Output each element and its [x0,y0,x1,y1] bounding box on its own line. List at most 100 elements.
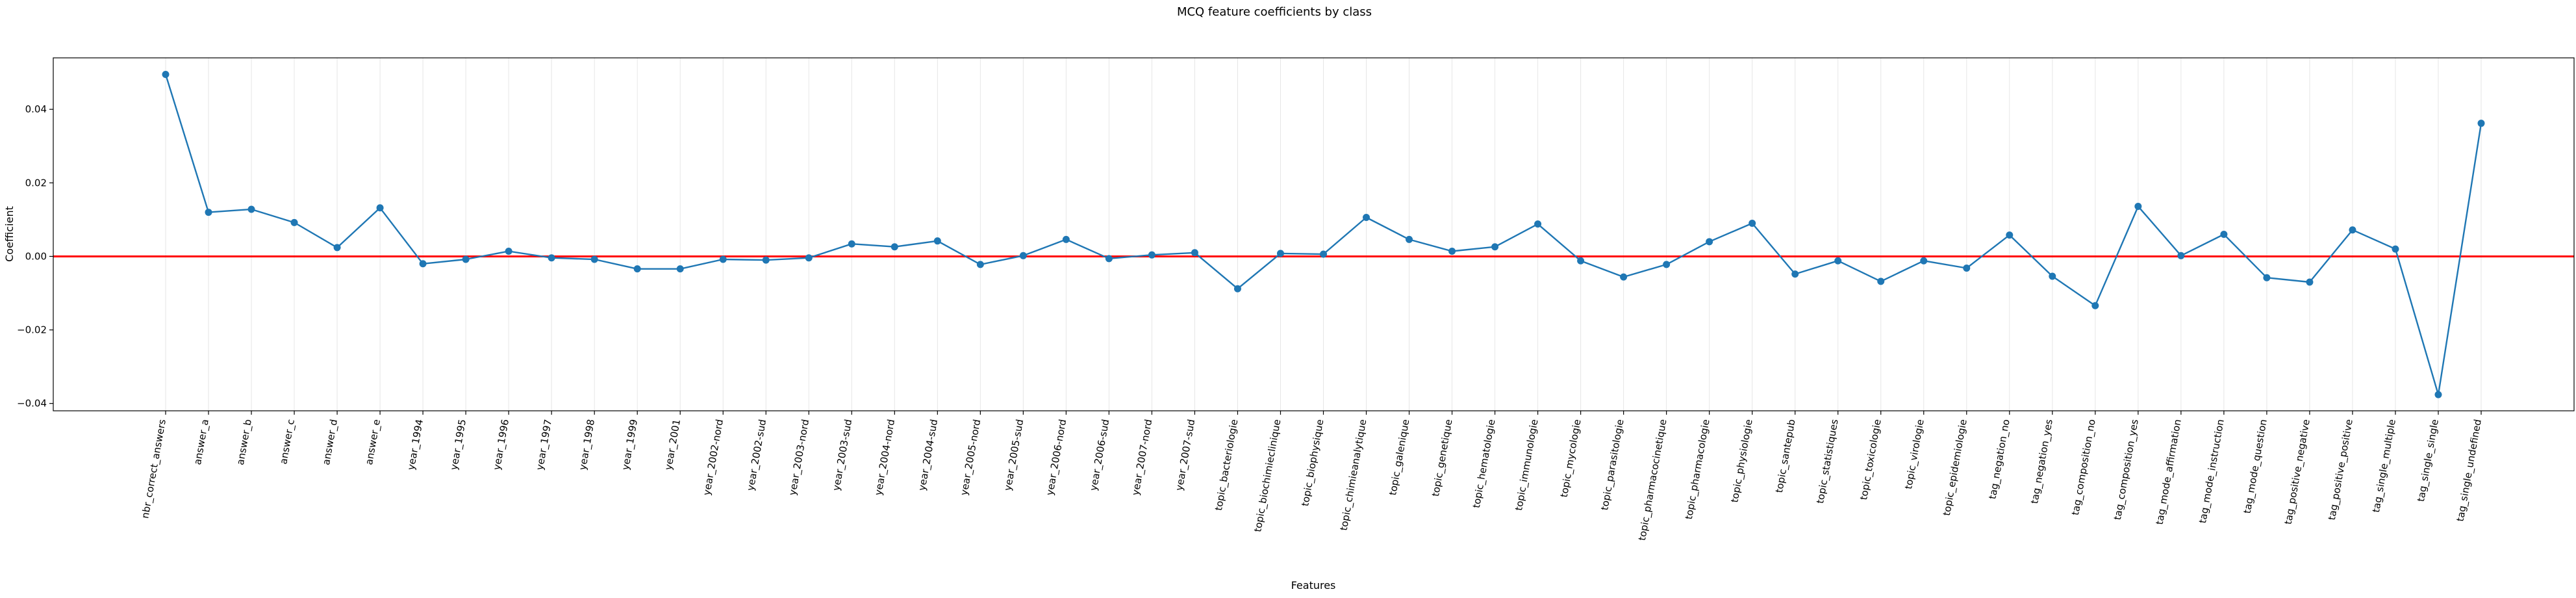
x-tick-label: topic_chimieanalytique [1338,419,1370,532]
series-layer [162,70,2485,398]
data-point [2477,120,2485,127]
x-tick-label: topic_galenique [1387,419,1412,497]
x-tick-label: topic_biophysique [1299,419,1326,508]
data-point [1363,213,1370,221]
data-point [633,265,641,273]
x-tick-label: year_1995 [448,419,469,471]
data-point [1019,252,1027,259]
data-point [505,248,512,255]
x-tick-label: topic_virologie [1902,419,1927,490]
x-tick-label: tag_positive_negative [2282,419,2313,526]
x-tick-label: topic_toxicologie [1858,419,1884,501]
x-tick-label: tag_single_multiple [2370,419,2399,514]
data-point [976,261,984,268]
plot-frame [53,57,2575,411]
x-tick-label: year_2004-nord [872,419,898,497]
data-point [1233,285,1241,292]
data-point [676,265,684,273]
data-point [1406,235,1413,243]
data-point [1448,248,1456,255]
x-tick-label: topic_pharmacocinetique [1636,419,1670,542]
data-point [1749,220,1756,228]
data-point [2434,391,2442,398]
grid-lines [165,58,2482,411]
y-axis-label: Coefficient [3,206,16,262]
x-tick-label: tag_single_single [2415,419,2442,503]
data-point [1148,251,1155,259]
x-tick-label: topic_biochimieclinique [1252,419,1283,533]
x-tick-label: year_1994 [405,419,426,471]
data-point [2091,302,2099,309]
data-point [933,237,941,245]
x-tick-label: answer_c [277,419,297,465]
data-point [1491,243,1499,251]
x-tick-label: topic_santepub [1773,419,1799,494]
x-tick-label: year_2001 [663,419,683,471]
data-point [1620,273,1628,281]
x-tick-label: year_2007-nord [1130,419,1155,497]
x-tick-label: year_2002-sud [744,419,769,492]
data-point [848,240,855,248]
data-point [1834,257,1842,265]
y-tick-label: −0.02 [17,324,47,336]
x-tick-label: tag_composition_yes [2112,418,2141,521]
data-point [2392,245,2399,253]
x-tick-label: year_1997 [534,419,555,471]
x-tick-label: year_2006-sud [1087,419,1112,492]
data-point [205,209,212,216]
x-tick-label: topic_hematologie [1471,419,1498,510]
data-point [462,255,470,263]
data-point [2177,252,2185,259]
x-tick-label: tag_mode_question [2241,419,2270,515]
data-point [2049,272,2056,280]
data-point [1276,250,1284,257]
data-point [1320,250,1327,258]
x-tick-label: topic_bacteriologie [1213,419,1241,512]
x-tick-label: tag_mode_affirmation [2154,419,2184,526]
x-tick-label: topic_genetique [1430,419,1456,498]
x-tick-label: year_1996 [491,419,512,471]
x-tick-label: year_1999 [620,419,640,471]
x-tick-label: nbr_correct_answers [139,418,169,519]
data-point [2263,274,2271,281]
data-point [2349,226,2356,234]
x-tick-label: answer_d [320,419,340,466]
data-point [376,204,384,212]
x-tick-label: tag_mode_instruction [2197,419,2227,525]
y-tick-label: 0.00 [25,250,47,262]
x-tick-label: year_2002-nord [701,419,726,497]
data-point [548,254,555,262]
data-point [1791,270,1799,278]
x-tick-label: tag_negation_no [1986,419,2012,500]
data-point [805,254,813,262]
x-axis-label: Features [1291,579,1336,592]
data-point [290,218,298,226]
data-point [719,255,727,263]
data-point [333,244,341,252]
x-tick-label: year_2004-sud [916,419,941,492]
x-tick-label: answer_b [234,419,255,466]
data-point [2006,231,2014,239]
x-tick-label: topic_immunologie [1513,419,1541,512]
data-point [1663,261,1671,268]
data-point [419,260,427,268]
x-tick-label: topic_physiologie [1728,419,1755,504]
y-tick-label: −0.04 [17,398,47,410]
y-tick-label: 0.02 [25,177,47,188]
x-axis: nbr_correct_answers answer_a answer_b answe… [139,411,2484,541]
y-tick-label: 0.04 [25,103,47,115]
x-tick-label: tag_negation_yes [2028,418,2056,504]
x-tick-label: tag_positive_positive [2326,419,2356,521]
data-point [890,243,898,251]
data-point [1191,249,1198,257]
x-tick-label: topic_mycologie [1558,419,1584,499]
x-tick-label: topic_parasitologie [1598,419,1626,512]
data-point [1105,255,1113,263]
x-tick-label: topic_statistiques [1814,418,1841,504]
x-tick-label: year_2003-sud [830,419,855,492]
data-point [162,70,170,78]
data-point [247,205,255,213]
data-point [590,255,598,263]
